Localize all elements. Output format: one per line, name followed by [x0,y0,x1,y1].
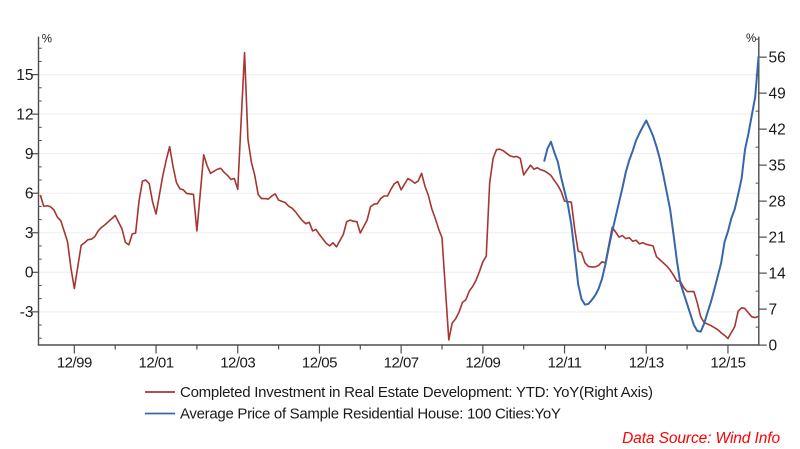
svg-text:Average Price of Sample Reside: Average Price of Sample Residential Hous… [180,406,561,423]
svg-text:12/99: 12/99 [57,355,92,372]
svg-text:42: 42 [769,121,786,138]
svg-text:12/05: 12/05 [302,355,337,372]
svg-text:7: 7 [769,301,778,318]
svg-text:9: 9 [25,146,34,163]
svg-text:15: 15 [16,67,33,84]
svg-text:12/13: 12/13 [629,355,664,372]
svg-text:Data Source: Wind Info: Data Source: Wind Info [622,430,780,447]
svg-text:12/15: 12/15 [710,355,745,372]
svg-text:49: 49 [769,85,786,102]
svg-text:12/01: 12/01 [139,355,174,372]
svg-text:28: 28 [769,193,786,210]
svg-text:3: 3 [25,225,34,242]
svg-text:0: 0 [769,337,778,354]
svg-text:Completed Investment in Real E: Completed Investment in Real Estate Deve… [180,384,653,401]
svg-text:-3: -3 [20,304,34,321]
svg-text:14: 14 [769,265,787,282]
svg-text:%: % [746,33,756,45]
svg-text:0: 0 [25,265,34,282]
svg-text:56: 56 [769,49,786,66]
svg-text:35: 35 [769,157,786,174]
svg-text:21: 21 [769,229,786,246]
svg-text:%: % [42,34,52,46]
svg-text:12/07: 12/07 [384,355,419,372]
svg-text:12/11: 12/11 [548,355,582,372]
svg-text:12/03: 12/03 [220,355,255,372]
svg-text:6: 6 [25,186,34,203]
svg-text:12/09: 12/09 [465,355,500,372]
svg-text:12: 12 [16,106,33,123]
